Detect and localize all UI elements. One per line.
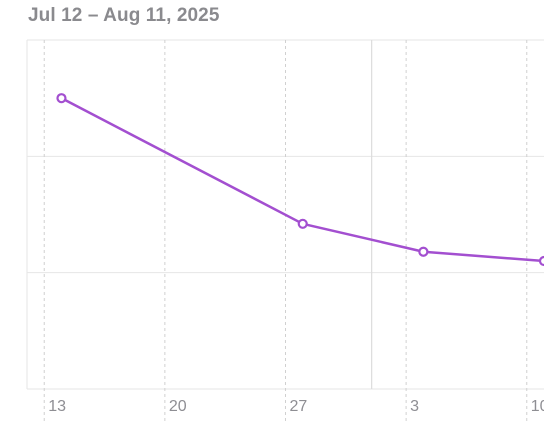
x-tick-label: 3	[410, 398, 419, 415]
x-tick-label: 20	[169, 398, 187, 415]
series-line	[60, 96, 544, 263]
series-layer	[56, 93, 544, 267]
x-tick-label: 13	[48, 398, 66, 415]
data-point	[538, 255, 544, 267]
data-point	[56, 93, 67, 104]
x-axis-ticks: 13 20 27 3 10	[48, 398, 544, 415]
data-point	[418, 246, 429, 257]
x-tick-label: 27	[290, 398, 308, 415]
grid	[26, 39, 544, 421]
x-tick-label: 10	[531, 398, 544, 415]
date-range-title: Jul 12 – Aug 11, 2025	[28, 5, 220, 26]
data-point	[297, 218, 308, 229]
